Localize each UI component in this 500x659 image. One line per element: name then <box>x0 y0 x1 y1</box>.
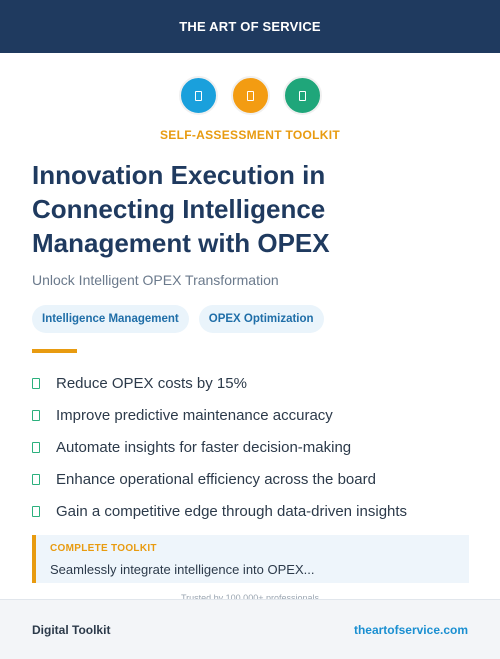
callout-text: Seamlessly integrate intelligence into O… <box>50 562 315 577</box>
document-icon <box>282 76 322 115</box>
list-item: Improve predictive maintenance accuracy <box>32 399 472 431</box>
document-icon <box>230 76 270 115</box>
list-item-text: Enhance operational efficiency across th… <box>56 470 376 488</box>
document-icon <box>178 76 218 115</box>
list-item-text: Improve predictive maintenance accuracy <box>56 406 333 424</box>
top-banner: THE ART OF SERVICE <box>0 0 500 53</box>
list-item: Enhance operational efficiency across th… <box>32 463 472 495</box>
benefit-list: Reduce OPEX costs by 15% Improve predict… <box>32 367 472 527</box>
list-item-text: Gain a competitive edge through data-dri… <box>56 502 408 520</box>
callout-label: COMPLETE TOOLKIT <box>50 543 157 554</box>
checkbox-icon <box>32 505 40 517</box>
website-link[interactable]: theartofservice.com <box>353 622 468 637</box>
tag-opex-optimization[interactable]: OPEX Optimization <box>198 305 324 333</box>
tag-intelligence-management[interactable]: Intelligence Management <box>32 305 189 333</box>
list-item-text: Automate insights for faster decision-ma… <box>56 438 352 456</box>
tag-list: Intelligence Management OPEX Optimizatio… <box>32 305 324 333</box>
toolkit-callout: COMPLETE TOOLKIT Seamlessly integrate in… <box>32 535 469 583</box>
trust-statement: Trusted by 100,000+ professionals <box>180 593 319 599</box>
checkbox-icon <box>32 377 40 389</box>
footer-label: Digital Toolkit <box>32 622 111 637</box>
brand-name: THE ART OF SERVICE <box>179 19 321 34</box>
accent-divider <box>32 349 77 353</box>
list-item: Automate insights for faster decision-ma… <box>32 431 472 463</box>
list-item: Gain a competitive edge through data-dri… <box>32 495 472 527</box>
checkbox-icon <box>32 441 40 453</box>
subtitle: Unlock Intelligent OPEX Transformation <box>32 272 279 288</box>
page-title: Innovation Execution in Connecting Intel… <box>32 160 330 258</box>
footer: Digital Toolkit theartofservice.com <box>0 599 500 659</box>
checkbox-icon <box>32 473 40 485</box>
checkbox-icon <box>32 409 40 421</box>
icon-row <box>0 76 500 115</box>
list-item-text: Reduce OPEX costs by 15% <box>56 374 247 392</box>
kicker-label: SELF-ASSESSMENT TOOLKIT <box>159 128 341 142</box>
list-item: Reduce OPEX costs by 15% <box>32 367 472 399</box>
